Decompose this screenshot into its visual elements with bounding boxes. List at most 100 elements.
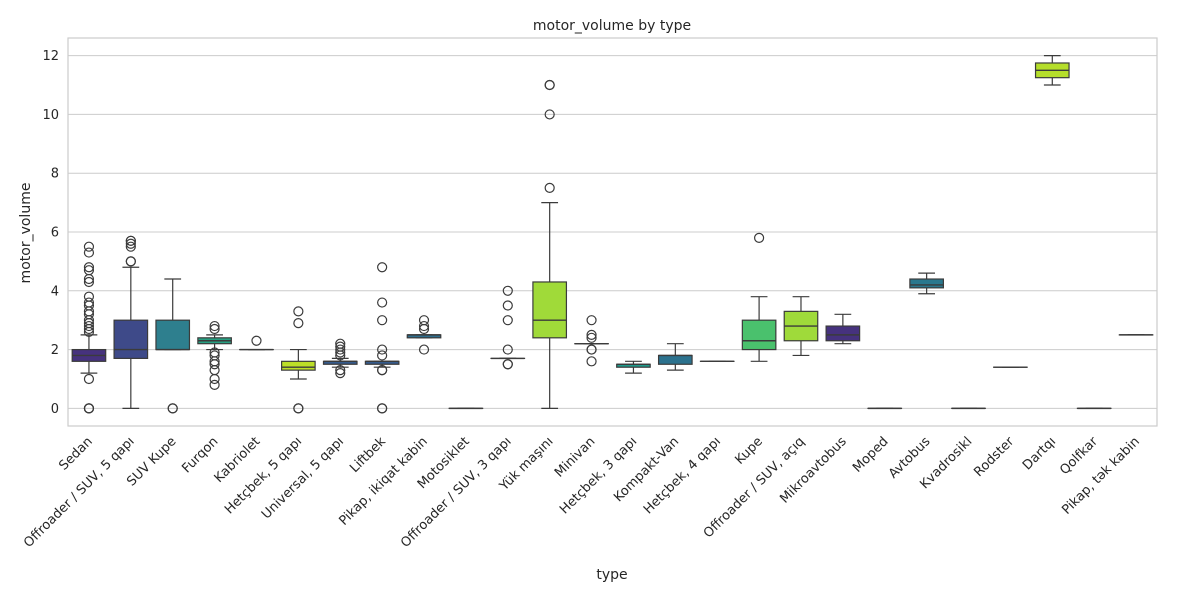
outlier-point bbox=[209, 347, 220, 358]
outlier-point bbox=[83, 373, 95, 385]
x-tick-label: Dartqı bbox=[1020, 434, 1059, 473]
outlier-point bbox=[125, 256, 136, 267]
box-group bbox=[825, 313, 861, 345]
outlier-point bbox=[335, 367, 346, 379]
box-group bbox=[741, 232, 777, 362]
outlier-point bbox=[125, 241, 136, 252]
box-iqr bbox=[532, 281, 568, 339]
y-tick-label: 10 bbox=[42, 108, 59, 123]
outlier-point bbox=[753, 232, 765, 243]
box-group bbox=[532, 79, 568, 409]
outlier-point bbox=[418, 344, 430, 355]
y-tick-label: 4 bbox=[51, 284, 59, 299]
outlier-point bbox=[586, 329, 597, 340]
outlier-point bbox=[209, 373, 220, 385]
outlier-point bbox=[293, 306, 304, 317]
outlier-point bbox=[209, 379, 220, 390]
outlier-point bbox=[83, 247, 95, 258]
outlier-point bbox=[418, 315, 430, 326]
box-group bbox=[909, 272, 944, 295]
y-tick-label: 12 bbox=[42, 49, 59, 64]
box-iqr bbox=[113, 319, 149, 359]
boxes bbox=[71, 55, 1154, 414]
outlier-point bbox=[377, 344, 388, 355]
outlier-point bbox=[586, 332, 597, 343]
outlier-point bbox=[209, 320, 220, 332]
x-tick-label: Furqon bbox=[179, 434, 221, 476]
outlier-point bbox=[418, 320, 430, 332]
box-group bbox=[490, 285, 526, 370]
outlier-point bbox=[544, 182, 555, 194]
outlier-point bbox=[125, 238, 136, 249]
y-tick-label: 8 bbox=[51, 167, 59, 182]
y-tick-label: 2 bbox=[51, 343, 59, 358]
box-group bbox=[322, 338, 358, 379]
outlier-point bbox=[83, 262, 95, 273]
box-iqr bbox=[657, 354, 693, 365]
x-tick-label: Rodster bbox=[971, 434, 1017, 480]
box-group bbox=[406, 315, 442, 355]
outlier-point bbox=[251, 335, 262, 346]
outlier-point bbox=[83, 291, 95, 302]
outlier-point bbox=[502, 359, 513, 370]
outlier-point bbox=[377, 403, 388, 414]
outlier-point bbox=[209, 350, 220, 361]
y-tick-label: 6 bbox=[51, 226, 59, 241]
x-tick-label: Hetçbek, 5 qapı bbox=[222, 434, 305, 517]
box-group bbox=[364, 262, 400, 414]
box-group bbox=[197, 320, 232, 390]
outlier-point bbox=[83, 241, 95, 252]
box-group bbox=[574, 315, 609, 367]
outlier-point bbox=[586, 315, 597, 326]
outlier-point bbox=[377, 315, 388, 326]
box-iqr bbox=[825, 325, 861, 342]
outlier-point bbox=[377, 262, 388, 273]
outlier-point bbox=[83, 297, 95, 308]
box-group bbox=[616, 360, 651, 374]
box-group bbox=[1034, 55, 1070, 86]
box-group bbox=[657, 343, 693, 371]
plot-frame bbox=[67, 37, 1158, 427]
box-group bbox=[239, 335, 274, 351]
outlier-point bbox=[83, 403, 95, 414]
x-tick-label: Liftbek bbox=[347, 434, 389, 476]
x-tick-label: Sedan bbox=[56, 434, 95, 473]
y-tick-label: 0 bbox=[51, 402, 59, 417]
box-iqr bbox=[909, 278, 944, 289]
outlier-point bbox=[544, 79, 555, 91]
outlier-point bbox=[335, 344, 346, 355]
box-iqr bbox=[155, 319, 191, 351]
outlier-point bbox=[502, 300, 513, 311]
x-axis-label: type bbox=[596, 567, 627, 583]
outlier-point bbox=[335, 338, 346, 349]
outlier-point bbox=[335, 341, 346, 352]
box-iqr bbox=[281, 360, 316, 371]
y-axis-label: motor_volume bbox=[18, 183, 34, 284]
grid-lines bbox=[68, 55, 1157, 409]
outlier-point bbox=[83, 320, 95, 332]
outlier-point bbox=[377, 350, 388, 361]
outlier-point bbox=[586, 356, 597, 367]
box-group bbox=[281, 306, 316, 414]
box-group bbox=[155, 278, 191, 414]
outlier-point bbox=[335, 365, 346, 376]
x-tick-label: Kupe bbox=[732, 434, 765, 467]
box-iqr bbox=[741, 319, 777, 351]
box-group bbox=[71, 241, 107, 414]
outlier-point bbox=[83, 265, 95, 276]
outlier-point bbox=[502, 315, 513, 326]
outlier-point bbox=[293, 318, 304, 329]
x-tick-label: Moped bbox=[850, 434, 891, 475]
x-tick-label: Hetçbek, 4 qapı bbox=[641, 434, 724, 517]
outlier-point bbox=[377, 365, 388, 376]
outlier-point bbox=[502, 344, 513, 355]
outlier-point bbox=[125, 235, 136, 246]
outlier-point bbox=[544, 109, 555, 120]
x-tick-label: Pikap, tək kabin bbox=[1059, 434, 1142, 517]
outlier-point bbox=[83, 276, 95, 288]
outlier-point bbox=[502, 285, 513, 296]
outlier-point bbox=[586, 344, 597, 355]
outlier-point bbox=[377, 297, 388, 308]
